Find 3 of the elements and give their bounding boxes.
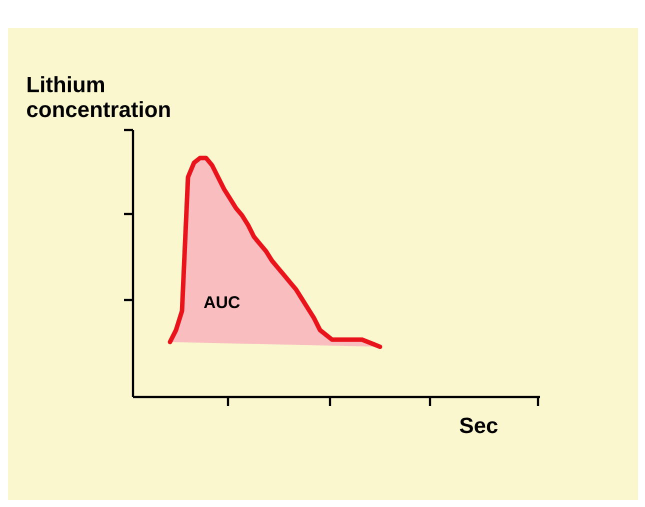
y-axis-title: Lithium concentration xyxy=(27,76,170,118)
x-axis-title: Sec xyxy=(460,418,498,434)
annotation: AUC xyxy=(204,296,240,308)
